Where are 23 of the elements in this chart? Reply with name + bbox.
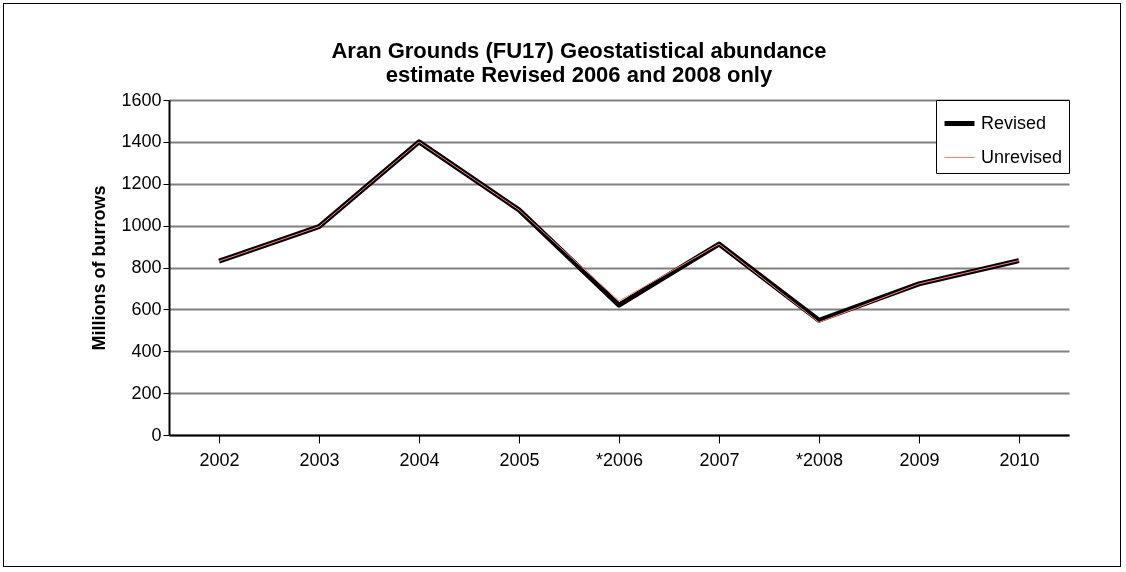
x-tick-label: 2005 — [499, 449, 540, 470]
y-tick-label: 800 — [131, 257, 162, 277]
x-tick-label: 2002 — [199, 449, 240, 470]
y-tick-label: 400 — [131, 340, 162, 361]
x-tick-label: *2008 — [795, 449, 844, 470]
text: Aran Grounds (FU17) Geostatistical abundance — [331, 38, 827, 63]
y-tick-label: 600 — [131, 298, 162, 319]
y-tick-label: 1400 — [121, 131, 162, 152]
y-tick-label: 1200 — [121, 173, 162, 194]
y-axis-title: Millions of burrows — [89, 185, 110, 351]
x-tick-label: 2003 — [299, 449, 340, 470]
x-tick-label: 2007 — [699, 449, 740, 470]
text: estimate Revised 2006 and 2008 only — [385, 62, 773, 87]
x-tick-label: *2006 — [595, 449, 644, 470]
y-tick-label: 1600 — [121, 89, 162, 110]
y-tick-label: 1000 — [121, 215, 162, 236]
y-tick-label: 200 — [131, 382, 162, 403]
x-tick-label: 2009 — [899, 449, 940, 470]
x-tick-label: 2004 — [399, 449, 440, 470]
x-tick-label: 2010 — [999, 449, 1040, 470]
legend-label: Revised — [981, 112, 1047, 133]
legend-label: Unrevised — [981, 146, 1063, 167]
y-tick-label: 0 — [151, 424, 162, 445]
